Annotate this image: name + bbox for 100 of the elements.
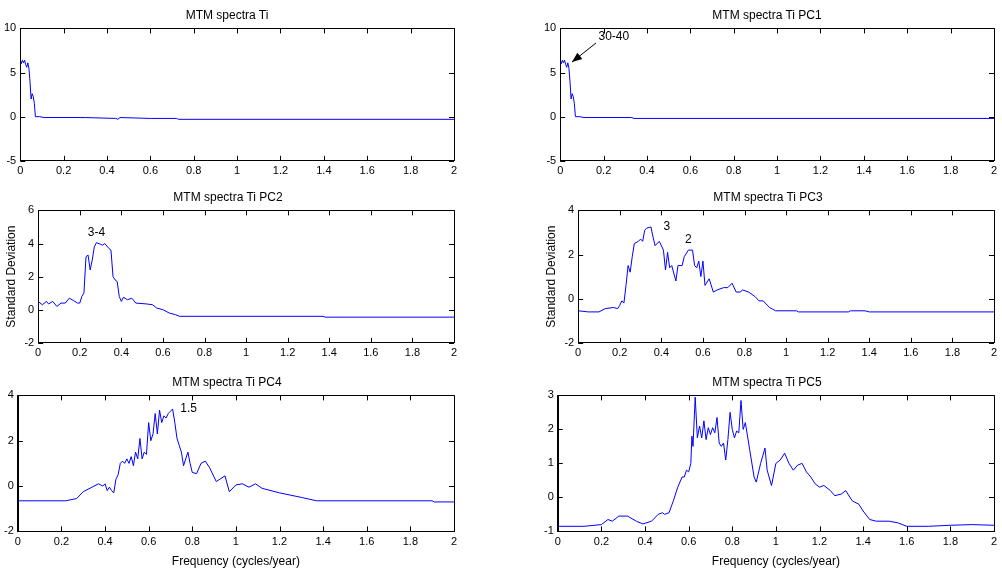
- y-tick-label: -1: [544, 524, 554, 537]
- x-tick-label: 0.8: [736, 346, 753, 359]
- x-tick-label: 1.4: [855, 535, 871, 548]
- y-tick-label: -2: [564, 335, 575, 348]
- x-tick-label: 0.2: [55, 164, 72, 177]
- y-tick-label: -5: [546, 153, 557, 166]
- x-tick-label: 1.4: [856, 164, 872, 177]
- x-tick-label: 1: [243, 346, 250, 359]
- x-tick-label: 1.8: [402, 164, 419, 177]
- y-tick-label: 4: [7, 388, 14, 401]
- y-tick-label: 10: [3, 21, 17, 34]
- x-tick-label: 0.8: [184, 535, 200, 548]
- x-tick-label: 0.4: [637, 535, 653, 548]
- x-tick-label: 0.6: [695, 346, 711, 359]
- chart-title: MTM spectra Ti PC5: [712, 374, 822, 389]
- annotation: 1.5: [180, 401, 198, 416]
- chart-title: MTM spectra Ti PC1: [712, 7, 822, 22]
- chart-title: MTM spectra Ti PC2: [173, 189, 283, 204]
- x-tick-label: 1.2: [280, 346, 296, 359]
- x-tick-label: 0.4: [99, 164, 115, 177]
- y-tick-label: 1: [547, 456, 554, 469]
- x-tick-label: 0.4: [97, 535, 113, 548]
- x-tick-label: 1: [234, 164, 241, 177]
- y-tick-label: 0: [28, 302, 35, 315]
- x-tick-label: 1: [774, 164, 781, 177]
- x-tick-label: 1.2: [820, 346, 836, 359]
- x-tick-label: 0.4: [113, 346, 129, 359]
- x-tick-label: 1.4: [321, 346, 337, 359]
- x-tick-label: 1.8: [942, 535, 959, 548]
- x-tick-label: 1.2: [272, 164, 289, 177]
- x-tick-label: 1.8: [942, 164, 959, 177]
- chart-title: MTM spectra Ti: [185, 7, 269, 22]
- x-tick-label: 1: [772, 535, 779, 548]
- x-tick-label: 0.8: [186, 164, 202, 177]
- x-axis-title: Frequency (cycles/year): [711, 554, 840, 569]
- x-tick-label: 0.2: [53, 535, 70, 548]
- x-tick-label: 0.8: [726, 164, 742, 177]
- annotation: 30-40: [598, 29, 630, 44]
- x-tick-label: 2: [990, 346, 998, 359]
- x-tick-label: 2: [990, 535, 998, 548]
- y-tick-label: 0: [547, 490, 554, 503]
- x-tick-label: 1.8: [944, 346, 961, 359]
- y-tick-label: 0: [568, 291, 575, 304]
- x-tick-label: 1: [232, 535, 239, 548]
- y-tick-label: 4: [28, 236, 35, 249]
- x-tick-label: 1.6: [899, 164, 915, 177]
- x-tick-label: 2: [450, 346, 458, 359]
- y-tick-label: 4: [568, 203, 575, 216]
- annotation: 2: [685, 232, 693, 247]
- y-tick-label: 0: [550, 109, 557, 122]
- x-tick-label: 1.6: [359, 164, 375, 177]
- y-axis-title: Standard Deviation: [3, 225, 18, 328]
- x-tick-label: 0.2: [72, 346, 88, 359]
- y-axis-title: Standard Deviation: [543, 225, 558, 328]
- chart-title: MTM spectra Ti PC4: [172, 374, 282, 389]
- x-tick-label: 0.2: [595, 164, 612, 177]
- x-tick-label: 0.6: [142, 164, 159, 177]
- x-tick-label: 0.6: [141, 535, 157, 548]
- x-tick-label: 1.2: [812, 164, 829, 177]
- x-tick-label: 2: [990, 164, 998, 177]
- x-axis-title: Frequency (cycles/year): [171, 554, 300, 569]
- y-tick-label: 6: [28, 203, 35, 216]
- y-tick-label: 2: [568, 247, 575, 260]
- x-tick-label: 1.6: [903, 346, 919, 359]
- y-tick-label: 0: [7, 479, 14, 492]
- y-tick-label: -2: [24, 335, 35, 348]
- x-tick-label: 1.8: [402, 535, 419, 548]
- annotation: 3-4: [87, 224, 106, 239]
- y-tick-label: 2: [547, 422, 554, 435]
- y-tick-label: 3: [547, 388, 554, 401]
- x-tick-label: 0.2: [593, 535, 610, 548]
- x-tick-label: 1.4: [315, 535, 331, 548]
- x-tick-label: 1.6: [899, 535, 915, 548]
- y-tick-label: 0: [10, 109, 17, 122]
- x-tick-label: 0.6: [681, 535, 697, 548]
- x-tick-label: 0.2: [612, 346, 628, 359]
- x-tick-label: 2: [450, 164, 458, 177]
- y-tick-label: -5: [6, 153, 17, 166]
- y-tick-label: 5: [10, 65, 17, 78]
- y-tick-label: 10: [543, 21, 557, 34]
- x-tick-label: 0.4: [653, 346, 669, 359]
- x-tick-label: 1.6: [363, 346, 379, 359]
- x-tick-label: 1.2: [811, 535, 828, 548]
- chart-title: MTM spectra Ti PC3: [713, 189, 823, 204]
- x-tick-label: 0.8: [724, 535, 740, 548]
- x-tick-label: 2: [450, 535, 458, 548]
- x-tick-label: 0.8: [196, 346, 213, 359]
- y-tick-label: 2: [7, 433, 14, 446]
- x-tick-label: 1.8: [404, 346, 421, 359]
- x-tick-label: 0.6: [155, 346, 171, 359]
- y-tick-label: 5: [550, 65, 557, 78]
- annotation: 3: [663, 219, 671, 234]
- y-tick-label: 2: [28, 269, 35, 282]
- x-tick-label: 1.2: [271, 535, 288, 548]
- x-tick-label: 1: [783, 346, 790, 359]
- x-tick-label: 1.4: [861, 346, 877, 359]
- y-tick-label: -2: [4, 524, 14, 537]
- x-tick-label: 1.4: [316, 164, 332, 177]
- x-tick-label: 0.6: [682, 164, 699, 177]
- x-tick-label: 0.4: [639, 164, 655, 177]
